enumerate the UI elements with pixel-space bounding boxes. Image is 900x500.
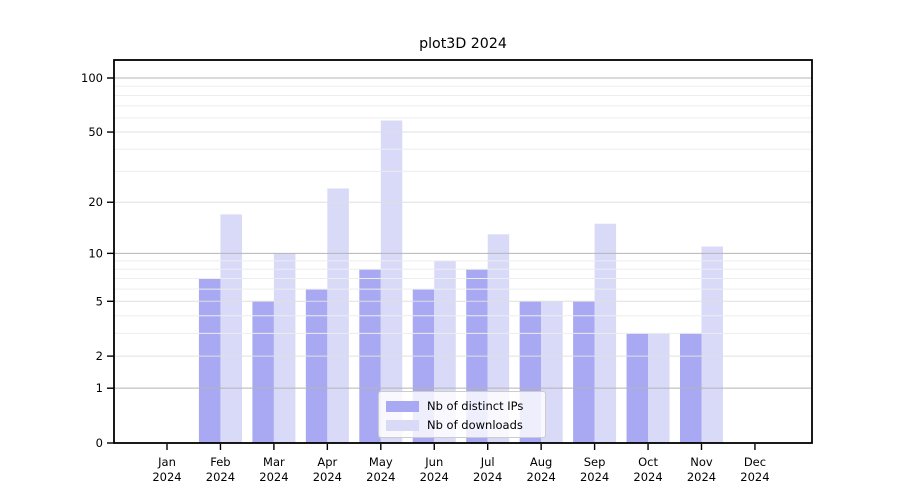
x-tick-label-year: 2024 — [473, 470, 502, 484]
x-tick-label-month: Jun — [424, 455, 443, 469]
y-tick-label: 100 — [81, 71, 103, 85]
x-tick-label-year: 2024 — [740, 470, 769, 484]
y-tick-label: 5 — [96, 294, 103, 308]
x-tick-label-year: 2024 — [420, 470, 449, 484]
x-tick-label-month: Nov — [690, 455, 713, 469]
bar-distinct-ips — [252, 301, 274, 443]
x-tick-label-year: 2024 — [259, 470, 288, 484]
legend-item: Nb of distinct IPs — [386, 397, 545, 416]
legend: Nb of distinct IPs Nb of downloads — [378, 391, 546, 438]
x-tick-label-month: Dec — [744, 455, 766, 469]
x-tick-label-year: 2024 — [687, 470, 716, 484]
y-tick-label: 50 — [88, 125, 103, 139]
legend-item: Nb of downloads — [386, 416, 545, 435]
x-tick-label-year: 2024 — [580, 470, 609, 484]
x-tick-label-month: Oct — [638, 455, 658, 469]
bar-distinct-ips — [305, 289, 328, 443]
bar-downloads — [220, 214, 242, 443]
x-tick-label-month: Jan — [157, 455, 176, 469]
x-tick-label-month: Feb — [210, 455, 230, 469]
x-tick-label-year: 2024 — [633, 470, 662, 484]
bar-distinct-ips — [198, 278, 221, 443]
y-tick-label: 1 — [96, 381, 103, 395]
x-tick-label-month: Sep — [584, 455, 606, 469]
y-tick-label: 2 — [96, 349, 103, 363]
chart-title: plot3D 2024 — [419, 36, 507, 52]
x-tick-label-month: Aug — [530, 455, 552, 469]
y-tick-label: 10 — [88, 246, 103, 260]
y-tick-label: 0 — [96, 436, 103, 450]
plot-border — [113, 59, 813, 444]
x-tick-label-year: 2024 — [206, 470, 235, 484]
legend-swatch-downloads — [386, 420, 419, 431]
x-tick-label-month: May — [369, 455, 393, 469]
bar-distinct-ips — [573, 301, 595, 443]
bar-downloads — [487, 234, 510, 443]
x-tick-label-year: 2024 — [152, 470, 181, 484]
legend-swatch-distinct-ips — [386, 401, 419, 412]
x-tick-label-year: 2024 — [527, 470, 556, 484]
bar-downloads — [541, 301, 563, 443]
legend-label-distinct-ips: Nb of distinct IPs — [427, 398, 524, 413]
bar-downloads — [273, 253, 296, 443]
x-tick-label-year: 2024 — [366, 470, 395, 484]
bar-downloads — [380, 120, 403, 444]
bar-downloads — [701, 246, 723, 443]
x-tick-label-month: Apr — [317, 455, 337, 469]
x-tick-label-month: Mar — [263, 455, 285, 469]
x-tick-label-month: Jul — [480, 455, 495, 469]
x-tick-label-year: 2024 — [313, 470, 342, 484]
y-tick-label: 20 — [88, 195, 103, 209]
legend-label-downloads: Nb of downloads — [427, 417, 523, 432]
